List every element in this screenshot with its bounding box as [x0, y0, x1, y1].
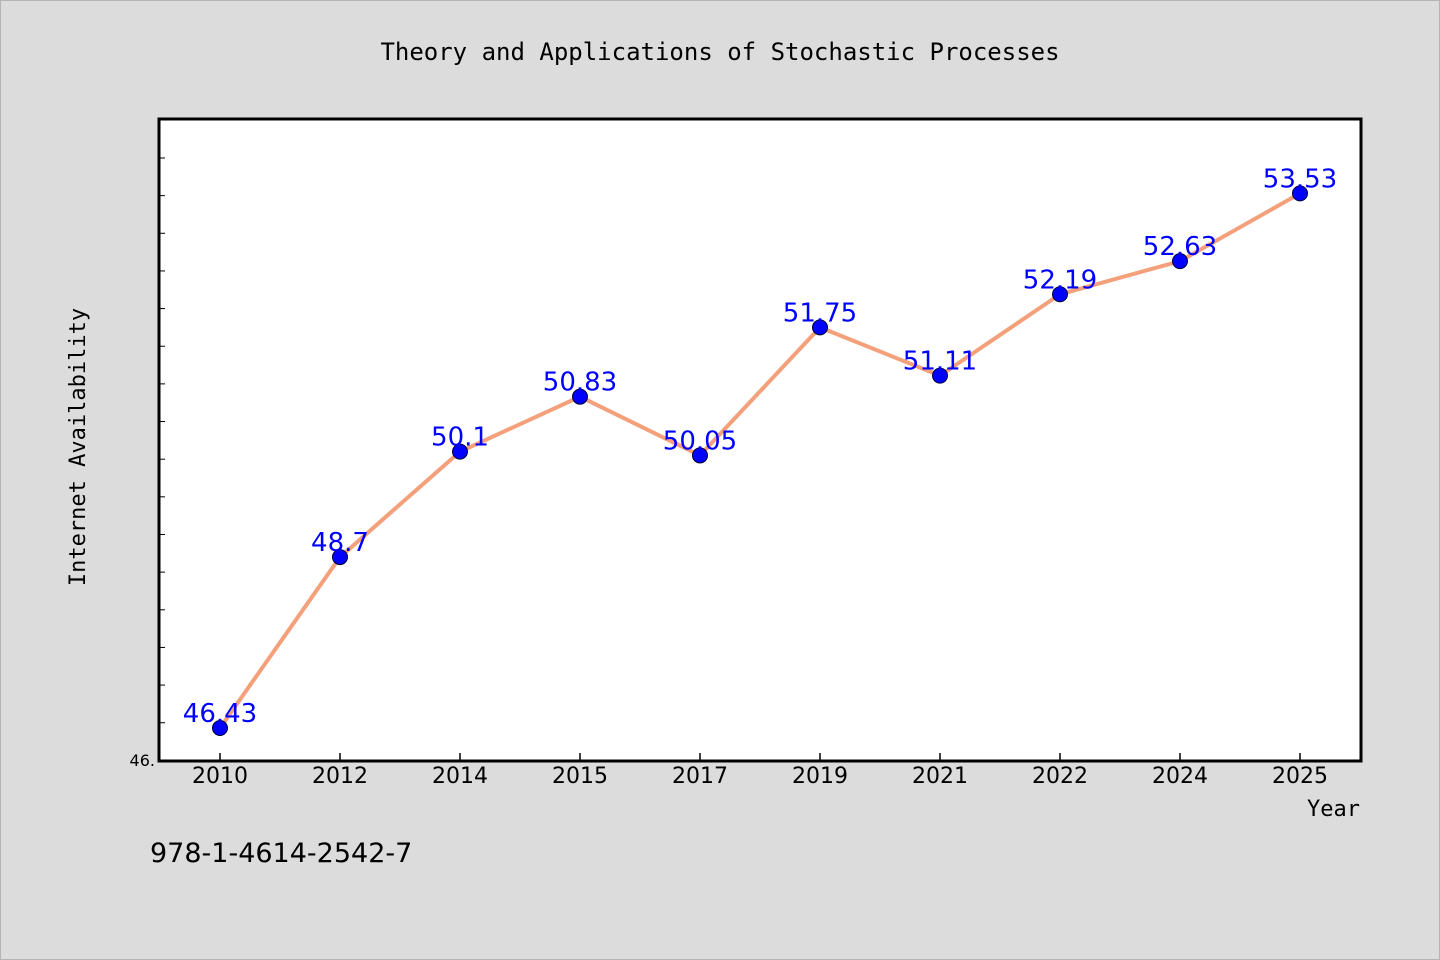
data-point-marker	[932, 367, 948, 384]
data-label: 52.19	[1023, 265, 1097, 295]
x-tick-label: 2014	[432, 764, 488, 789]
x-axis-ticks: 2010 2012 2014 2015 2017 2019 2021 2022 2024 2025	[192, 753, 1328, 789]
data-point-marker	[572, 388, 588, 405]
data-label: 53.53	[1263, 164, 1337, 194]
isbn-text: 978-1-4614-2542-7	[150, 838, 412, 869]
x-tick-label: 2025	[1272, 764, 1328, 789]
data-point-marker	[452, 443, 468, 460]
y-tick-label: 46.	[130, 751, 155, 770]
data-point-marker	[812, 319, 828, 336]
x-axis-label: Year	[1307, 797, 1360, 822]
plot-area	[157, 117, 1363, 763]
x-tick-label: 2010	[192, 764, 248, 789]
series-layer	[212, 185, 1308, 736]
data-point-marker	[1172, 253, 1188, 270]
chart-title: Theory and Applications of Stochastic Pr…	[380, 38, 1059, 66]
data-label: 48.7	[311, 528, 369, 558]
data-point-marker	[692, 447, 708, 464]
data-point-marker	[1292, 185, 1308, 202]
data-label: 50.1	[431, 423, 489, 453]
data-label: 51.75	[783, 298, 857, 328]
data-labels-layer: 46.43 48.7 50.1 50.83 50.05 51.75 51.11 52.19 52…	[183, 164, 1337, 729]
data-point-marker	[332, 549, 348, 566]
data-label: 46.43	[183, 699, 257, 729]
data-point-marker	[1052, 286, 1068, 303]
series-line	[218, 191, 1302, 730]
data-label: 51.11	[903, 347, 977, 377]
x-tick-label: 2019	[792, 764, 848, 789]
x-tick-label: 2017	[672, 764, 728, 789]
x-tick-label: 2021	[912, 764, 968, 789]
data-label: 50.05	[663, 426, 737, 456]
x-tick-label: 2022	[1032, 764, 1088, 789]
data-point-marker	[212, 720, 228, 736]
y-axis-ticks: 46.	[130, 157, 165, 770]
x-tick-label: 2015	[552, 764, 608, 789]
x-tick-label: 2024	[1152, 764, 1208, 789]
data-label: 50.83	[543, 368, 617, 398]
data-label: 52.63	[1143, 232, 1217, 262]
x-tick-label: 2012	[312, 764, 368, 789]
y-axis-label: Internet Availability	[66, 308, 91, 586]
